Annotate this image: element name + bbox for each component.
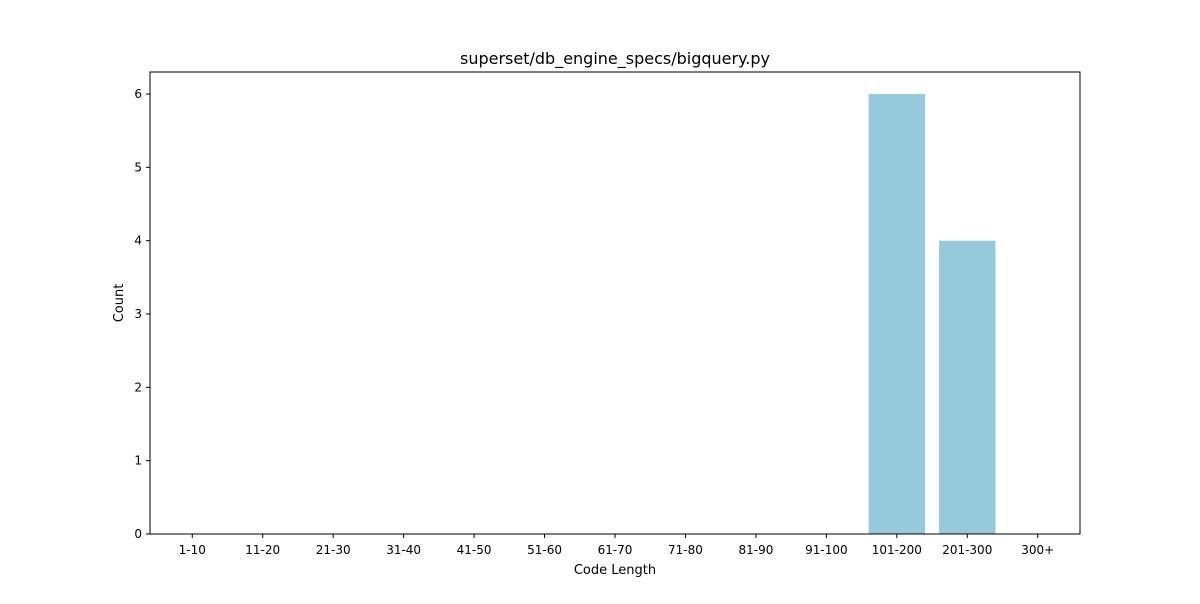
x-tick-label: 21-30 xyxy=(316,543,351,557)
x-tick-label: 71-80 xyxy=(668,543,703,557)
bar-101-200 xyxy=(868,94,925,534)
y-tick-label: 2 xyxy=(134,380,142,394)
x-tick-label: 31-40 xyxy=(386,543,421,557)
x-tick-label: 81-90 xyxy=(738,543,773,557)
x-tick-label: 1-10 xyxy=(179,543,206,557)
y-tick-label: 4 xyxy=(134,234,142,248)
x-axis-label: Code Length xyxy=(574,563,656,578)
bars-layer xyxy=(868,94,996,535)
x-tick-label: 51-60 xyxy=(527,543,562,557)
x-tick-label: 201-300 xyxy=(942,543,992,557)
bar-201-300 xyxy=(939,240,996,535)
y-axis: 0 1 2 3 4 5 6 xyxy=(134,87,150,541)
chart-title: superset/db_engine_specs/bigquery.py xyxy=(460,49,770,69)
y-tick-label: 1 xyxy=(134,454,142,468)
x-tick-label: 91-100 xyxy=(805,543,848,557)
y-tick-label: 6 xyxy=(134,87,142,101)
y-tick-label: 0 xyxy=(134,527,142,541)
x-tick-label: 101-200 xyxy=(872,543,922,557)
y-tick-label: 3 xyxy=(134,307,142,321)
y-tick-label: 5 xyxy=(134,160,142,174)
y-axis-label: Count xyxy=(112,284,127,323)
x-tick-label: 11-20 xyxy=(245,543,280,557)
x-tick-label: 300+ xyxy=(1021,543,1054,557)
x-axis: 1-10 11-20 21-30 31-40 41-50 51-60 61-70 71-80 8… xyxy=(179,534,1054,557)
x-tick-label: 41-50 xyxy=(457,543,492,557)
x-tick-label: 61-70 xyxy=(598,543,633,557)
